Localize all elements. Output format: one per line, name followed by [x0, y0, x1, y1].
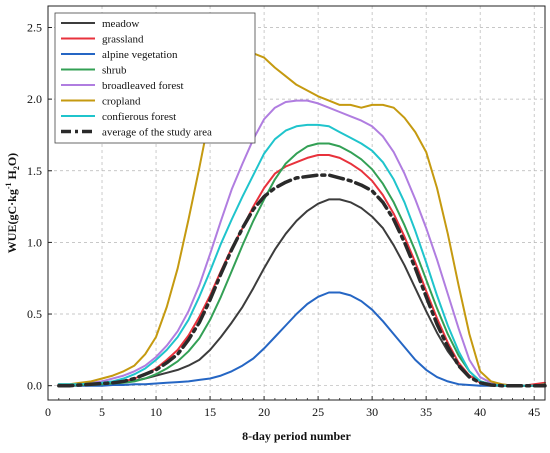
legend-label: grassland	[102, 34, 144, 46]
series-line-average-of-the-study-area	[57, 173, 547, 388]
x-axis-title: 8-day period number	[242, 429, 351, 443]
y-tick-label: 2.5	[27, 20, 42, 34]
legend-label: average of the study area	[102, 127, 212, 139]
series-line-broadleaved-forest	[57, 99, 546, 387]
x-tick-label: 30	[366, 405, 378, 419]
series-line-shrub	[57, 142, 546, 387]
series-line-alpine-vegetation	[57, 291, 546, 387]
x-tick-label: 45	[528, 405, 540, 419]
y-tick-label: 1.0	[27, 235, 42, 249]
legend-label: cropland	[102, 96, 141, 108]
x-tick-label: 10	[150, 405, 162, 419]
x-tick-label: 15	[204, 405, 216, 419]
y-axis-title-sup: -1	[4, 183, 13, 190]
legend-label: meadow	[102, 18, 139, 30]
legend-box	[54, 12, 256, 144]
y-axis-title-end: H	[5, 170, 19, 183]
series-line-grassland	[57, 154, 546, 387]
x-tick-label: 40	[474, 405, 486, 419]
legend-label: shrub	[102, 65, 127, 77]
y-axis-title-tail: O)	[5, 153, 19, 166]
y-tick-label: 1.5	[27, 164, 42, 178]
y-tick-label: 0.0	[27, 379, 42, 393]
legend-label: alpine vegetation	[102, 49, 178, 61]
legend: meadow grassland alpine vegetation shrub bro…	[54, 12, 256, 144]
legend-label: confierous forest	[102, 111, 176, 123]
x-tick-label: 25	[312, 405, 324, 419]
y-tick-label: 0.5	[27, 307, 42, 321]
series-line-cropland	[57, 46, 546, 387]
y-axis-title: WUE(gC·kg-1 H2O)	[4, 153, 21, 253]
x-tick-label: 5	[99, 405, 105, 419]
series-layer	[57, 46, 547, 388]
legend-label: broadleaved forest	[102, 80, 184, 92]
x-tick-label: 20	[258, 405, 270, 419]
series-line-confierous-forest	[57, 123, 546, 387]
y-axis-title-sub: 2	[12, 166, 21, 170]
x-tick-label: 35	[420, 405, 432, 419]
axis-ticks: 0 5 10 15 20 25 30 35 40 45 0.0 0.5 1.0 1.5 2.0 2.5	[27, 20, 546, 419]
y-tick-label: 2.0	[27, 92, 42, 106]
x-tick-label: 0	[45, 405, 51, 419]
series-line-meadow	[57, 198, 546, 387]
y-axis-title-main: WUE(gC·kg	[5, 189, 19, 253]
